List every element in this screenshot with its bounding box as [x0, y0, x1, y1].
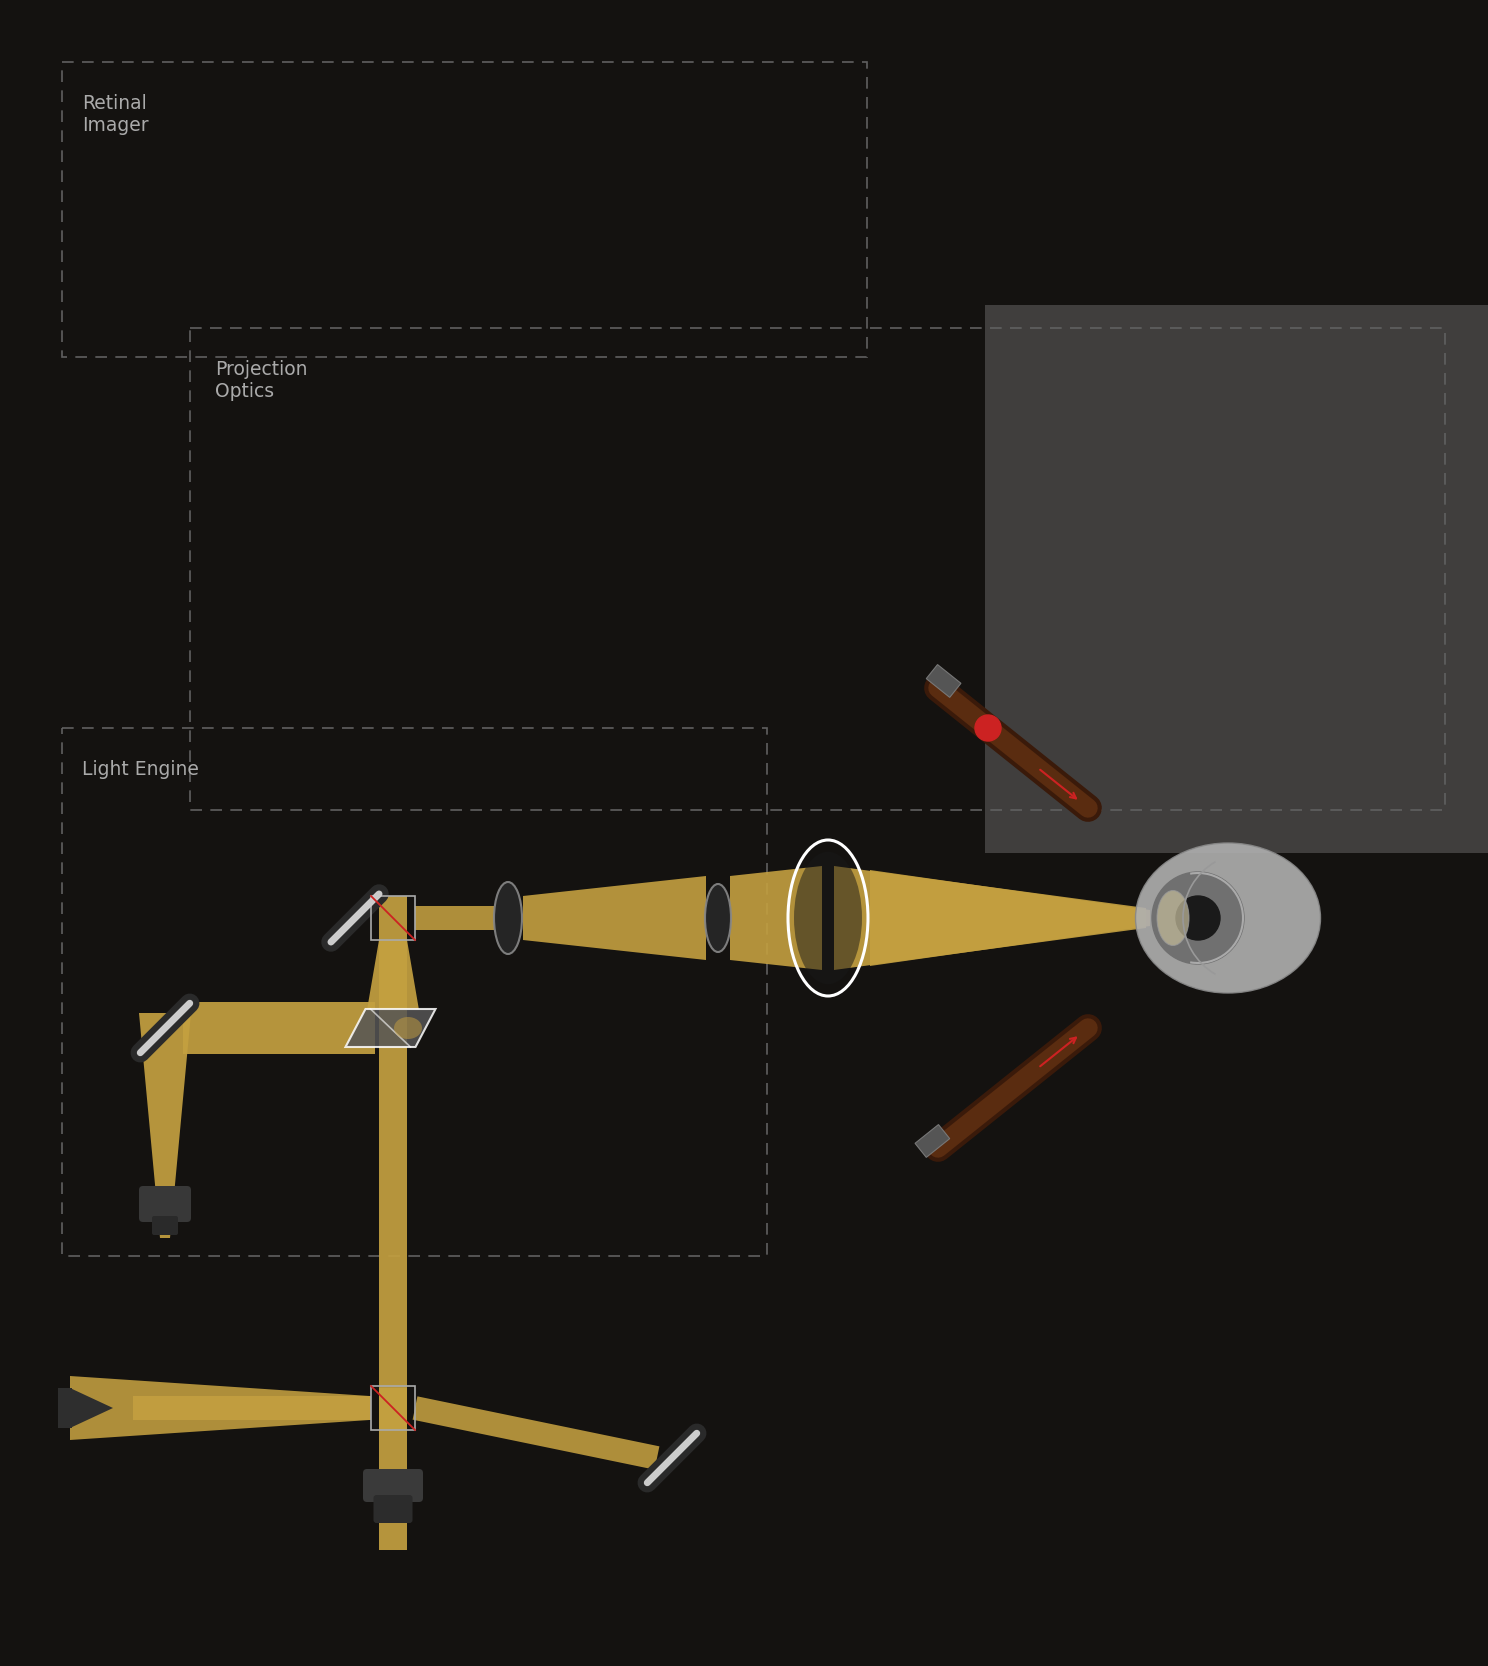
Polygon shape: [927, 665, 961, 698]
Bar: [58, 1388, 71, 1428]
Bar: [190, 328, 1445, 810]
Polygon shape: [132, 1396, 371, 1419]
Bar: [62, 62, 868, 357]
FancyBboxPatch shape: [373, 1494, 412, 1523]
Polygon shape: [833, 866, 1146, 970]
Polygon shape: [415, 906, 494, 930]
Text: Projection
Optics: Projection Optics: [214, 360, 308, 402]
Text: Retinal
Imager: Retinal Imager: [82, 93, 149, 135]
Polygon shape: [731, 866, 821, 970]
Polygon shape: [379, 896, 408, 1429]
Bar: [985, 305, 1488, 853]
Circle shape: [1152, 871, 1244, 965]
Polygon shape: [379, 1388, 408, 1549]
Ellipse shape: [394, 1016, 423, 1040]
Circle shape: [1176, 896, 1220, 940]
Bar: [62, 728, 766, 1256]
Circle shape: [975, 715, 1001, 741]
Polygon shape: [412, 1396, 659, 1469]
Polygon shape: [345, 1010, 436, 1046]
Text: Light Engine: Light Engine: [82, 760, 199, 780]
Polygon shape: [522, 876, 705, 960]
Polygon shape: [183, 1001, 375, 1055]
Ellipse shape: [1158, 891, 1189, 946]
Ellipse shape: [705, 885, 731, 951]
Ellipse shape: [795, 851, 862, 985]
Polygon shape: [870, 870, 1150, 966]
Polygon shape: [138, 1013, 190, 1238]
FancyBboxPatch shape: [138, 1186, 190, 1221]
Ellipse shape: [494, 881, 522, 955]
Bar: [371, 1386, 415, 1429]
Polygon shape: [70, 1376, 371, 1439]
Polygon shape: [915, 1125, 949, 1158]
FancyBboxPatch shape: [363, 1469, 423, 1503]
Polygon shape: [70, 1388, 113, 1428]
Polygon shape: [368, 940, 420, 1010]
Bar: [371, 896, 415, 940]
Ellipse shape: [1135, 843, 1320, 993]
FancyBboxPatch shape: [152, 1216, 179, 1235]
